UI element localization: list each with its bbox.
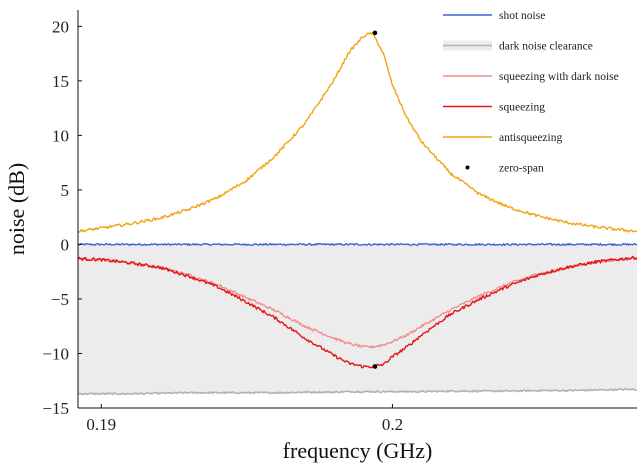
- y-tick-label: −10: [42, 344, 69, 363]
- legend-label-antisqueezing: antisqueezing: [499, 132, 562, 144]
- series-lines-layer: [77, 31, 637, 396]
- dark-noise-clearance-line: [77, 388, 637, 396]
- legend-label-squeezing-with-dark-noise: squeezing with dark noise: [499, 71, 619, 83]
- shot-noise-line: [77, 242, 637, 246]
- squeezing-line: [77, 255, 637, 369]
- legend-label-dark-noise-clearance: dark noise clearance: [499, 41, 593, 53]
- y-tick-label: 5: [61, 181, 70, 200]
- zero-span-point: [372, 364, 378, 369]
- tick-labels-layer: −15 −10 −5 0 5 10 15 20 0.19 0.2: [42, 17, 403, 434]
- y-tick-label: 0: [61, 235, 70, 254]
- axes-layer: [77, 10, 637, 409]
- y-axis-label: noise (dB): [4, 163, 29, 255]
- legend-label-zero-span: zero-span: [499, 163, 544, 175]
- legend-label-squeezing: squeezing: [499, 102, 545, 114]
- y-tick-label: 20: [52, 17, 69, 36]
- legend-label-shot-noise: shot noise: [499, 10, 545, 22]
- zero-span-points-layer: [372, 30, 378, 369]
- dark-noise-fill-layer: [78, 244, 637, 394]
- legend: shot noise dark noise clearance squeezing …: [443, 10, 619, 175]
- antisqueezing-line: [77, 31, 637, 233]
- x-tick-label: 0.2: [382, 415, 403, 434]
- legend-marker-zero-span: [465, 165, 470, 170]
- dark-noise-clearance-area: [78, 244, 637, 394]
- y-tick-label: 15: [52, 72, 69, 91]
- x-axis-label: frequency (GHz): [283, 438, 433, 463]
- y-tick-label: 10: [52, 126, 69, 145]
- y-tick-label: −15: [42, 399, 69, 418]
- x-tick-label: 0.19: [86, 415, 116, 434]
- zero-span-point: [372, 30, 378, 36]
- y-tick-label: −5: [51, 290, 69, 309]
